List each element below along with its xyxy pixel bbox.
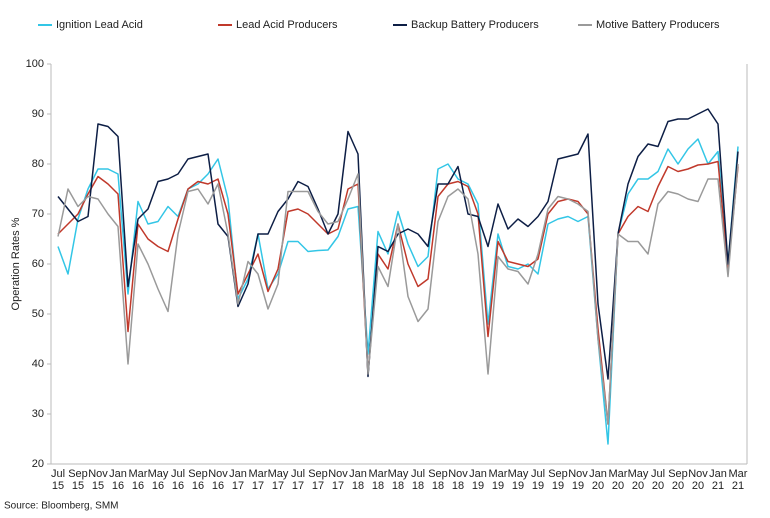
x-tick-label: Nov 19 xyxy=(568,468,588,492)
source-note: Source: Bloomberg, SMM xyxy=(4,501,119,512)
x-tick-label: Jul 19 xyxy=(530,468,546,492)
y-tick-label: 20 xyxy=(32,458,44,470)
x-tick-label: Mar 20 xyxy=(608,468,628,492)
x-tick-label: Mar 19 xyxy=(488,468,508,492)
x-tick-label: Jul 16 xyxy=(170,468,186,492)
x-tick-label: Mar 16 xyxy=(128,468,148,492)
legend-label: Motive Battery Producers xyxy=(596,19,720,31)
y-tick-label: 90 xyxy=(32,108,44,120)
y-tick-label: 40 xyxy=(32,358,44,370)
x-tick-label: Nov 15 xyxy=(88,468,108,492)
legend-label: Ignition Lead Acid xyxy=(56,19,143,31)
x-tick-label: Nov 16 xyxy=(208,468,228,492)
x-tick-label: May 16 xyxy=(147,468,169,492)
x-tick-label: Jan 20 xyxy=(589,468,607,492)
x-tick-label: Sep 19 xyxy=(548,468,568,492)
x-tick-label: May 19 xyxy=(507,468,529,492)
x-tick-label: Mar 17 xyxy=(248,468,268,492)
y-tick-label: 100 xyxy=(26,58,44,70)
x-tick-label: Jul 17 xyxy=(290,468,306,492)
x-tick-label: Nov 18 xyxy=(448,468,468,492)
data-line xyxy=(57,163,739,425)
x-tick-label: Sep 20 xyxy=(668,468,688,492)
data-line xyxy=(57,138,739,445)
y-tick-label: 50 xyxy=(32,308,44,320)
data-line xyxy=(57,108,739,380)
x-tick-label: Sep 15 xyxy=(68,468,88,492)
x-tick-label: Sep 17 xyxy=(308,468,328,492)
x-tick-label: Nov 17 xyxy=(328,468,348,492)
x-tick-label: Jul 15 xyxy=(50,468,66,492)
y-tick-label: 60 xyxy=(32,258,44,270)
y-tick-label: 30 xyxy=(32,408,44,420)
x-tick-label: May 17 xyxy=(267,468,289,492)
x-tick-label: Jul 18 xyxy=(410,468,426,492)
x-tick-label: Mar 18 xyxy=(368,468,388,492)
legend-label: Backup Battery Producers xyxy=(411,19,539,31)
legend-label: Lead Acid Producers xyxy=(236,19,338,31)
x-tick-label: Sep 18 xyxy=(428,468,448,492)
x-tick-label: Jan 16 xyxy=(109,468,127,492)
y-tick-label: 80 xyxy=(32,158,44,170)
x-tick-label: Jan 17 xyxy=(229,468,247,492)
x-tick-label: May 20 xyxy=(627,468,649,492)
x-tick-label: Sep 16 xyxy=(188,468,208,492)
y-tick-label: 70 xyxy=(32,208,44,220)
y-axis-label: Operation Rates % xyxy=(10,217,22,310)
x-tick-label: May 18 xyxy=(387,468,409,492)
x-tick-label: Jan 19 xyxy=(469,468,487,492)
x-tick-label: Jan 18 xyxy=(349,468,367,492)
x-tick-label: Jan 21 xyxy=(709,468,727,492)
x-tick-label: Mar 21 xyxy=(728,468,748,492)
x-tick-label: Nov 20 xyxy=(688,468,708,492)
x-tick-label: Jul 20 xyxy=(650,468,666,492)
